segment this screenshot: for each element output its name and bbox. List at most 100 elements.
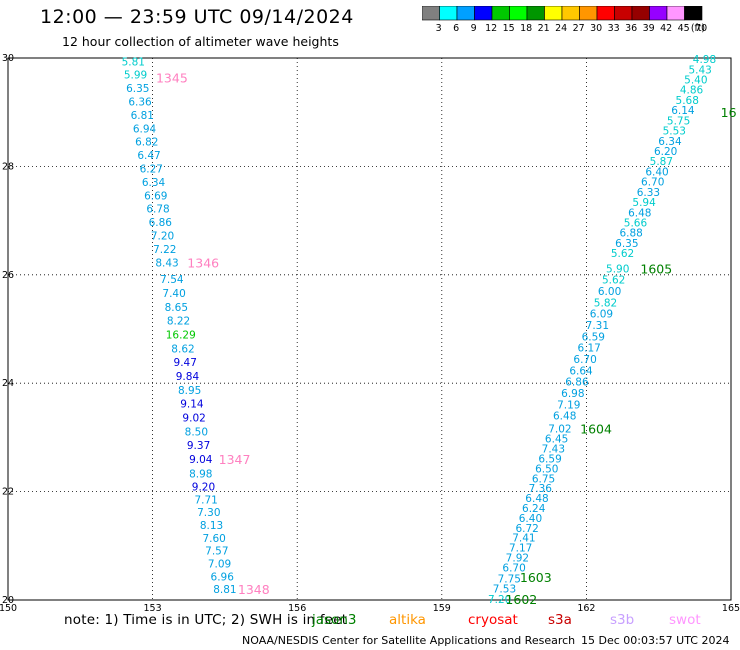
x-tick-label: 162	[577, 603, 595, 614]
wave-height-value: 6.24	[522, 503, 546, 515]
wave-height-value: 5.66	[624, 217, 648, 229]
wave-height-value: 5.87	[650, 156, 673, 168]
colorbar-label: 45	[678, 23, 690, 34]
wave-height-value: 5.94	[632, 197, 656, 209]
wave-height-value: 7.20	[488, 594, 511, 606]
wave-height-value: 8.65	[165, 302, 188, 314]
colorbar-label: 42	[660, 23, 672, 34]
wave-height-value: 7.41	[512, 533, 535, 545]
x-tick-label: 159	[433, 603, 451, 614]
wave-height-value: 6.98	[561, 388, 584, 400]
wave-height-value: 6.35	[615, 238, 638, 250]
track-time-label: 1604	[580, 422, 612, 437]
wave-height-value: 6.20	[654, 146, 677, 158]
y-tick-label: 22	[2, 487, 14, 498]
wave-height-value: 9.47	[174, 357, 197, 369]
wave-height-value: 6.40	[645, 166, 668, 178]
wave-height-value: 7.71	[194, 494, 217, 506]
wave-height-value: 9.14	[180, 399, 204, 411]
track-time-label: 1603	[520, 570, 552, 585]
track-time-label: 1602	[505, 592, 537, 607]
colorbar-label: 18	[520, 23, 532, 34]
map-title: 12:00 — 23:59 UTC 09/14/2024	[40, 6, 354, 28]
wave-height-value: 6.50	[535, 463, 558, 475]
footer-credit: NOAA/NESDIS Center for Satellite Applica…	[242, 634, 576, 647]
wave-height-value: 5.62	[602, 275, 625, 287]
wave-height-value: 16.29	[166, 330, 196, 342]
track-time-label: 1346	[187, 255, 219, 270]
x-tick-label: 150	[0, 603, 17, 614]
wave-height-value: 9.02	[182, 413, 205, 425]
wave-height-value: 5.75	[667, 115, 690, 127]
colorbar-label: 12	[485, 23, 497, 34]
wave-height-value: 8.95	[178, 385, 201, 397]
x-tick-label: 156	[288, 603, 306, 614]
wave-height-value: 7.43	[542, 444, 565, 456]
wave-height-value: 8.62	[171, 343, 194, 355]
colorbar-swatch	[684, 6, 703, 21]
wave-height-value: 8.13	[200, 520, 223, 532]
wave-height-value: 6.96	[211, 571, 235, 583]
track-time-label: 1348	[238, 582, 270, 597]
wave-height-value: 5.53	[663, 126, 686, 138]
wave-height-value: 5.82	[594, 297, 617, 309]
x-tick-label: 165	[722, 603, 740, 614]
wave-height-value: 6.34	[142, 177, 166, 189]
track-time-label: 16	[721, 105, 737, 120]
colorbar-label: 33	[608, 23, 620, 34]
wave-height-value: 7.31	[586, 320, 609, 332]
x-tick-label: 153	[144, 603, 162, 614]
y-tick-label: 26	[2, 270, 14, 281]
wave-height-value: 6.09	[590, 309, 613, 321]
altimeter-track: 5.81 5.996.356.36 6.816.94 6.826.476.27 6.34…	[122, 56, 188, 269]
wave-height-value: 5.62	[611, 248, 634, 260]
colorbar-label: 15	[503, 23, 515, 34]
wave-height-value: 6.48	[525, 493, 548, 505]
wave-height-value: 7.09	[208, 559, 231, 571]
wave-height-value: 6.59	[582, 331, 605, 343]
wave-height-value: 6.14	[671, 105, 695, 117]
colorbar-legend: 3 6 9 12 15 18 21 24 27 30 33 36 39 42 45 70(ft)	[422, 6, 707, 34]
colorbar-label: 70	[695, 23, 707, 34]
colorbar-unit: (ft)	[691, 23, 705, 34]
wave-height-value: 6.78	[146, 204, 169, 216]
wave-height-value: 7.36	[529, 483, 553, 495]
wave-height-value: 9.84	[176, 371, 200, 383]
colorbar-label: 6	[453, 23, 459, 34]
colorbar-label: 3	[436, 23, 442, 34]
satellite-jason3: jason3	[312, 612, 357, 628]
wave-height-value: 6.17	[577, 343, 600, 355]
wave-height-value: 5.99	[124, 70, 147, 82]
satellite-cryosat: cryosat	[468, 612, 518, 628]
wave-height-value: 6.47	[137, 150, 160, 162]
y-tick-label: 30	[2, 53, 14, 64]
wave-height-value: 6.48	[628, 207, 651, 219]
wave-height-value: 8.43	[155, 257, 178, 269]
wave-height-value: 5.68	[676, 95, 699, 107]
altimeter-track: 7.207.537.75 1602	[488, 573, 537, 607]
wave-height-value: 7.19	[557, 399, 580, 411]
colorbar-label: 30	[590, 23, 602, 34]
wave-height-value: 4.86	[680, 85, 704, 97]
altimeter-track: 16	[721, 105, 737, 120]
wave-height-value: 6.40	[519, 513, 542, 525]
wave-height-value: 6.86	[565, 377, 589, 389]
satellite-altika: altika	[389, 612, 426, 628]
wave-height-value: 7.17	[509, 543, 532, 555]
track-time-label: 1347	[219, 452, 251, 467]
wave-height-value: 7.22	[153, 244, 176, 256]
altimeter-track: 7.54 7.40 8.65 8.22 16.298.62 9.47 9.84 8.95 9.1…	[160, 255, 219, 466]
map-subtitle: 12 hour collection of altimeter wave hei…	[62, 34, 339, 49]
colorbar-label: 21	[538, 23, 550, 34]
wave-height-value: 6.69	[144, 190, 167, 202]
wave-height-value: 6.72	[515, 523, 538, 535]
satellite-s3b: s3b	[610, 612, 635, 628]
wave-height-value: 6.36	[128, 96, 152, 108]
wave-height-value: 7.53	[493, 584, 516, 596]
y-tick-label: 28	[2, 161, 14, 172]
wave-height-value: 9.20	[192, 482, 215, 494]
y-tick-label: 20	[2, 595, 14, 606]
wave-height-value: 6.48	[553, 411, 576, 423]
wave-height-value: 6.70	[573, 354, 596, 366]
